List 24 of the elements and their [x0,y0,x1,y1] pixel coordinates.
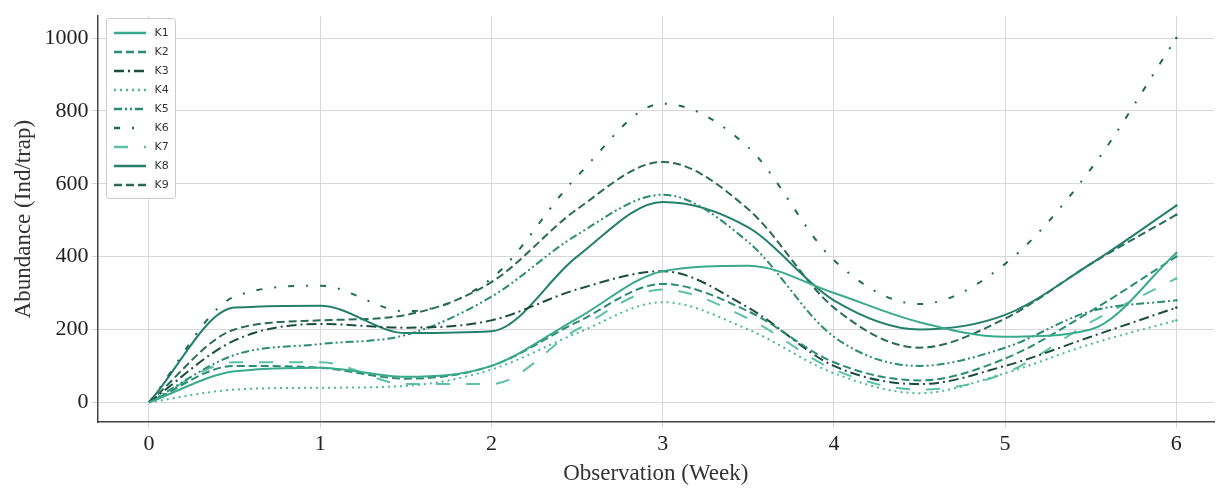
legend-label: K9 [154,178,169,192]
y-tick-label: 0 [77,388,89,414]
y-tick-label: 800 [55,96,89,122]
x-tick-label: 0 [143,429,155,455]
y-tick-label: 200 [55,315,89,341]
legend-label: K5 [154,102,169,116]
x-tick-label: 6 [1170,429,1182,455]
y-tick-label: 1000 [44,23,89,49]
legend-label: K1 [154,26,169,40]
x-tick-label: 2 [485,429,497,455]
x-tick-label: 3 [657,429,669,455]
x-tick-label: 1 [314,429,326,455]
y-tick-label: 600 [55,169,89,195]
x-tick-label: 5 [999,429,1011,455]
legend-label: K2 [154,45,169,59]
legend-label: K7 [154,140,169,154]
legend-label: K3 [154,64,169,78]
x-tick-label: 4 [828,429,840,455]
legend-label: K6 [154,121,169,135]
legend-label: K8 [154,159,169,173]
y-axis-title: Abundance (Ind/trap) [9,119,35,319]
legend-label: K4 [154,83,169,97]
y-tick-label: 400 [55,242,89,268]
x-axis-title: Observation (Week) [563,460,749,486]
